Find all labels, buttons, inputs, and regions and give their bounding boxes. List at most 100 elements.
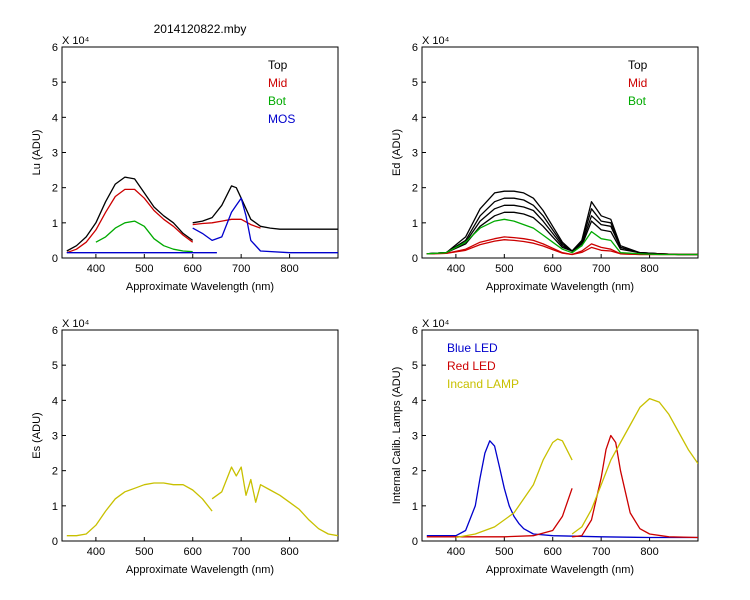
y-multiplier: X 10⁴ xyxy=(62,35,90,47)
series-line-top xyxy=(192,185,338,230)
y-multiplier: X 10⁴ xyxy=(62,318,90,330)
series-line-top xyxy=(426,211,698,256)
plot-frame xyxy=(61,329,339,542)
series-group xyxy=(66,466,338,537)
series-group xyxy=(426,397,698,539)
series-line-red-led xyxy=(426,488,573,538)
y-tick-label: 5 xyxy=(52,77,58,89)
legend-entry: Mid xyxy=(268,76,287,90)
y-tick-label: 2 xyxy=(52,183,58,195)
y-tick-label: 4 xyxy=(52,112,58,124)
series-line-bot xyxy=(95,220,193,253)
x-tick-label: 700 xyxy=(592,546,610,558)
legend-entry: Mid xyxy=(628,76,647,90)
y-tick-label: 1 xyxy=(412,218,418,230)
y-tick-label: 3 xyxy=(412,431,418,443)
x-tick-label: 600 xyxy=(184,263,202,275)
y-tick-label: 4 xyxy=(412,395,418,407)
series-line-incand-lamp xyxy=(571,397,698,535)
x-tick-label: 700 xyxy=(592,263,610,275)
x-axis-label: Approximate Wavelength (nm) xyxy=(126,281,274,293)
x-tick-label: 800 xyxy=(640,263,658,275)
legend-entry: MOS xyxy=(268,112,295,126)
x-tick-label: 600 xyxy=(544,546,562,558)
x-axis-label: Approximate Wavelength (nm) xyxy=(486,281,634,293)
y-tick-label: 0 xyxy=(412,253,418,265)
y-multiplier: X 10⁴ xyxy=(422,35,450,47)
x-tick-label: 600 xyxy=(544,263,562,275)
x-tick-label: 800 xyxy=(280,263,298,275)
legend-entry: Incand LAMP xyxy=(447,377,519,391)
series-line-es xyxy=(66,482,213,537)
y-tick-label: 3 xyxy=(52,148,58,160)
series-group xyxy=(426,190,698,256)
legend-entry: Bot xyxy=(628,94,647,108)
series-line-incand-lamp xyxy=(455,438,573,539)
series-line-bot xyxy=(426,218,698,256)
series-line-red-led xyxy=(572,434,698,539)
chart-lu: 0 1 2 3 4 5 6 400 500 600 700 800 X 10⁴ Approximate W… xyxy=(31,35,339,293)
x-tick-label: 400 xyxy=(87,546,105,558)
chart-ed: 0 1 2 3 4 5 6 400 500 600 700 800 X 10⁴ Approximate W… xyxy=(391,35,699,293)
y-tick-label: 1 xyxy=(52,218,58,230)
legend-entry: Blue LED xyxy=(447,341,498,355)
x-tick-label: 600 xyxy=(184,546,202,558)
x-axis-label: Approximate Wavelength (nm) xyxy=(486,564,634,576)
x-tick-label: 700 xyxy=(232,263,250,275)
y-tick-label: 3 xyxy=(412,148,418,160)
y-tick-label: 6 xyxy=(52,42,58,54)
x-tick-label: 500 xyxy=(135,546,153,558)
legend-entry: Bot xyxy=(268,94,287,108)
y-axis-label: Internal Calib. Lamps (ADU) xyxy=(391,367,403,505)
series-line-mid xyxy=(426,239,698,256)
series-group xyxy=(66,176,338,254)
series-line-mid xyxy=(192,218,261,229)
y-tick-label: 0 xyxy=(412,536,418,548)
y-axis-label: Lu (ADU) xyxy=(31,130,43,176)
y-tick-label: 6 xyxy=(52,325,58,337)
x-tick-label: 800 xyxy=(640,546,658,558)
y-tick-label: 5 xyxy=(52,360,58,372)
y-axis-label: Ed (ADU) xyxy=(391,129,403,176)
series-line-blue-led xyxy=(426,440,698,539)
chart-lamps: 0 1 2 3 4 5 6 400 500 600 700 800 X 10⁴ Approximate W… xyxy=(391,318,699,576)
x-tick-label: 500 xyxy=(495,546,513,558)
y-tick-label: 3 xyxy=(52,431,58,443)
plot-frame xyxy=(421,46,699,259)
series-line-mid xyxy=(66,188,194,254)
x-tick-label: 500 xyxy=(135,263,153,275)
y-tick-label: 4 xyxy=(52,395,58,407)
series-line-mos xyxy=(192,197,338,254)
y-axis-label: Es (ADU) xyxy=(31,412,43,458)
y-multiplier: X 10⁴ xyxy=(422,318,450,330)
x-tick-label: 400 xyxy=(87,263,105,275)
figure-title: 2014120822.mby xyxy=(154,22,247,36)
chart-es: 0 1 2 3 4 5 6 400 500 600 700 800 X 10⁴ Approximate W… xyxy=(31,318,339,576)
y-tick-label: 2 xyxy=(412,466,418,478)
y-tick-label: 5 xyxy=(412,360,418,372)
y-tick-label: 0 xyxy=(52,253,58,265)
legend-entry: Red LED xyxy=(447,359,496,373)
y-tick-label: 6 xyxy=(412,325,418,337)
y-tick-label: 2 xyxy=(412,183,418,195)
y-tick-label: 1 xyxy=(52,501,58,513)
y-tick-label: 5 xyxy=(412,77,418,89)
series-line-es xyxy=(211,466,338,537)
series-line-top xyxy=(66,176,194,252)
x-tick-label: 400 xyxy=(447,546,465,558)
x-axis-label: Approximate Wavelength (nm) xyxy=(126,564,274,576)
legend-entry: Top xyxy=(628,58,648,72)
x-tick-label: 500 xyxy=(495,263,513,275)
x-tick-label: 400 xyxy=(447,263,465,275)
legend-entry: Top xyxy=(268,58,288,72)
series-line-top xyxy=(426,204,698,256)
x-tick-label: 700 xyxy=(232,546,250,558)
y-tick-label: 6 xyxy=(412,42,418,54)
series-line-top xyxy=(426,190,698,256)
plot-frame xyxy=(61,46,339,259)
y-tick-label: 0 xyxy=(52,536,58,548)
y-tick-label: 4 xyxy=(412,112,418,124)
y-tick-label: 2 xyxy=(52,466,58,478)
